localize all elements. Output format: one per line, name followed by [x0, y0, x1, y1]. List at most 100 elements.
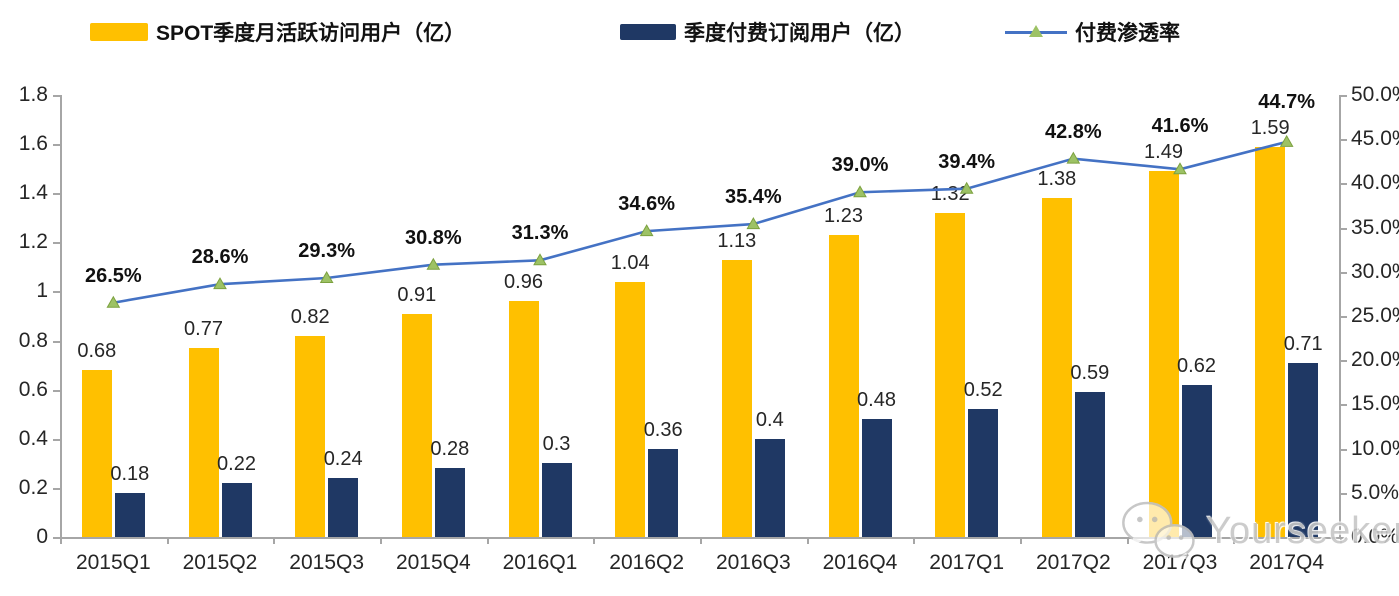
y-tick-label-left: 1.8	[18, 83, 48, 106]
x-tick-label: 2016Q2	[609, 551, 685, 574]
legend-label-subscribers: 季度付费订阅用户（亿）	[684, 22, 915, 45]
wechat-icon	[1122, 501, 1195, 561]
y-tick-right	[1340, 492, 1347, 495]
legend-item-penetration: 付费渗透率	[1005, 16, 1180, 48]
penetration-label: 39.0%	[831, 154, 889, 177]
y-tick-label-right: 50.0%	[1351, 83, 1399, 106]
legend-label-mau: SPOT季度月活跃访问用户（亿）	[156, 22, 466, 45]
y-tick-left	[53, 242, 60, 245]
bar-label-subscribers: 0.18	[110, 462, 150, 485]
y-tick-label-left: 0.6	[18, 377, 48, 401]
x-tick-label: 2016Q4	[822, 551, 898, 574]
x-tick-label: 2015Q4	[395, 551, 471, 574]
y-tick-left	[53, 193, 60, 196]
bar-label-mau: 0.91	[397, 283, 437, 306]
y-tick-left	[53, 487, 60, 490]
penetration-point	[426, 257, 441, 270]
x-tick-label: 2017Q1	[929, 551, 1005, 574]
y-tick-label-left: 0	[36, 525, 48, 548]
legend-swatch-subscribers	[620, 24, 676, 40]
y-tick-right	[1340, 271, 1347, 274]
penetration-label: 41.6%	[1151, 115, 1209, 138]
x-tick	[166, 537, 169, 544]
penetration-label: 29.3%	[298, 239, 356, 262]
y-tick-label-left: 0.2	[18, 475, 48, 499]
y-tick-label-right: 25.0%	[1351, 304, 1399, 327]
bar-label-mau: 1.32	[930, 182, 970, 205]
bar-label-subscribers: 0.22	[217, 452, 256, 475]
bar-label-mau: 0.96	[504, 271, 543, 294]
bar-label-subscribers: 0.24	[323, 448, 363, 471]
bar-subscribers	[221, 482, 252, 537]
y-tick-label-left: 0.4	[18, 426, 48, 450]
x-tick	[486, 537, 489, 544]
penetration-label: 42.8%	[1044, 120, 1102, 143]
y-tick-label-right: 10.0%	[1351, 436, 1399, 460]
bar-label-subscribers: 0.4	[755, 408, 784, 431]
legend-item-subscribers: 季度付费订阅用户（亿）	[620, 16, 915, 48]
bar-label-mau: 1.23	[824, 204, 863, 227]
x-tick-label: 2015Q1	[75, 551, 151, 574]
y-tick-right	[1340, 95, 1347, 97]
x-tick	[806, 537, 809, 544]
bar-label-subscribers: 0.36	[643, 418, 683, 441]
penetration-point	[533, 253, 547, 266]
y-tick-right	[1340, 139, 1347, 142]
y-tick-label-right: 40.0%	[1351, 171, 1399, 195]
penetration-label: 28.6%	[191, 246, 249, 269]
x-tick	[913, 537, 916, 544]
y-tick-label-left: 1.2	[18, 230, 48, 254]
x-tick-label: 2017Q2	[1035, 551, 1111, 574]
bar-label-subscribers: 0.28	[430, 438, 470, 461]
bar-label-mau: 1.49	[1144, 141, 1183, 164]
x-tick	[593, 537, 596, 544]
y-tick-label-left: 1	[36, 279, 48, 303]
penetration-label: 44.7%	[1258, 90, 1316, 113]
x-tick-label: 2016Q1	[502, 551, 578, 574]
bar-mau	[188, 347, 219, 537]
bar-label-subscribers: 0.62	[1177, 354, 1216, 377]
y-tick-right	[1340, 537, 1347, 539]
y-tick-right	[1340, 360, 1347, 363]
bar-subscribers	[754, 438, 785, 537]
bar-mau	[615, 281, 646, 537]
y-tick-left	[53, 340, 60, 343]
penetration-point	[106, 295, 121, 308]
bar-label-mau: 0.77	[184, 317, 223, 340]
penetration-label: 30.8%	[404, 226, 462, 249]
bar-subscribers	[968, 409, 999, 537]
penetration-label: 26.5%	[84, 264, 142, 287]
y-tick-label-left: 1.6	[18, 132, 48, 156]
y-tick-right	[1340, 183, 1347, 186]
bar-label-subscribers: 0.71	[1283, 332, 1323, 355]
bar-label-mau: 0.82	[290, 305, 330, 328]
x-tick	[380, 537, 382, 544]
bar-label-subscribers: 0.48	[857, 389, 896, 412]
penetration-point	[1066, 151, 1081, 164]
y-tick-left	[53, 95, 60, 97]
y-tick-label-right: 30.0%	[1351, 259, 1399, 283]
y-tick-label-right: 5.0%	[1351, 480, 1399, 504]
x-tick	[700, 537, 702, 544]
watermark-text: Yourseeker	[1206, 509, 1399, 552]
x-tick-label: 2017Q3	[1142, 551, 1218, 574]
y-tick-label-right: 45.0%	[1351, 127, 1399, 151]
y-axis-left	[60, 95, 62, 537]
penetration-point	[213, 277, 227, 290]
penetration-point	[639, 224, 654, 237]
x-tick-label: 2015Q3	[289, 551, 365, 574]
penetration-label: 35.4%	[724, 186, 782, 209]
bar-label-mau: 1.59	[1250, 116, 1290, 139]
x-tick	[273, 537, 276, 544]
y-tick-right	[1340, 316, 1347, 318]
y-tick-label-right: 0.0%	[1351, 525, 1399, 548]
x-tick	[1340, 537, 1342, 544]
penetration-point	[319, 270, 334, 283]
y-tick-left	[53, 389, 60, 392]
y-tick-right	[1340, 448, 1347, 451]
bar-mau	[295, 335, 326, 537]
bar-subscribers	[1288, 362, 1319, 537]
x-tick	[1126, 537, 1129, 544]
bar-mau	[935, 212, 966, 537]
